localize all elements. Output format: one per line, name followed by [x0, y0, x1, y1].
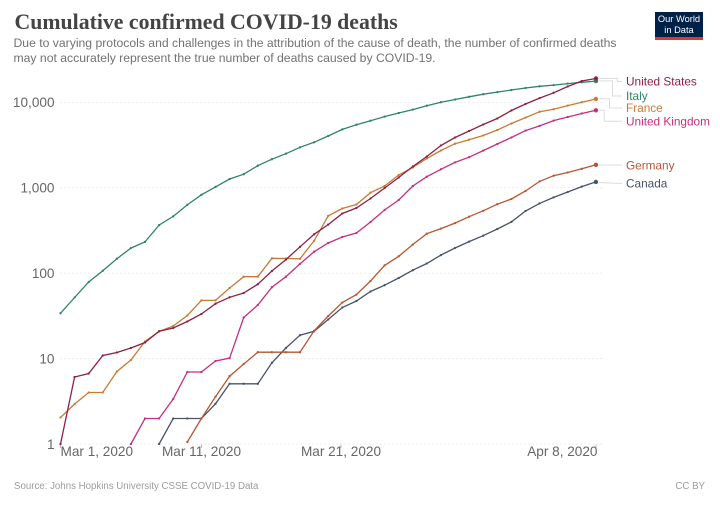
- svg-text:Mar 21, 2020: Mar 21, 2020: [301, 444, 382, 459]
- svg-text:1: 1: [47, 437, 55, 452]
- svg-text:United Kingdom: United Kingdom: [626, 114, 710, 128]
- svg-text:1,000: 1,000: [20, 181, 54, 196]
- svg-text:United States: United States: [626, 75, 697, 89]
- svg-text:10,000: 10,000: [13, 95, 55, 110]
- svg-text:Apr 8, 2020: Apr 8, 2020: [527, 444, 598, 459]
- svg-text:Italy: Italy: [626, 89, 648, 103]
- svg-text:Mar 1, 2020: Mar 1, 2020: [61, 444, 134, 459]
- svg-text:Germany: Germany: [626, 158, 675, 172]
- svg-text:France: France: [626, 101, 663, 115]
- svg-text:Canada: Canada: [626, 177, 668, 191]
- svg-text:10: 10: [39, 351, 55, 366]
- svg-text:Mar 11, 2020: Mar 11, 2020: [162, 444, 242, 459]
- svg-text:100: 100: [32, 266, 55, 281]
